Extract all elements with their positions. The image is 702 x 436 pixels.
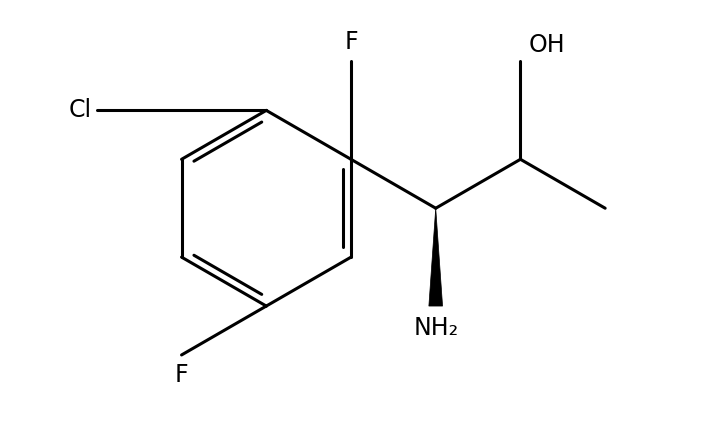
- Text: F: F: [344, 30, 358, 54]
- Polygon shape: [429, 208, 442, 306]
- Text: NH₂: NH₂: [413, 316, 458, 340]
- Text: OH: OH: [529, 33, 565, 57]
- Text: F: F: [175, 363, 188, 387]
- Text: Cl: Cl: [69, 99, 92, 123]
